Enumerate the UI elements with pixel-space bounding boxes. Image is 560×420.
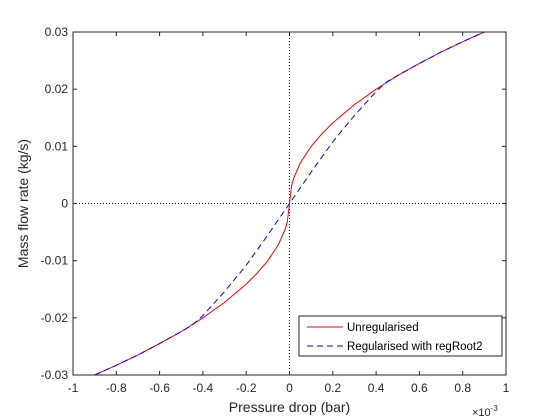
legend-entry-label: Unregularised: [347, 322, 419, 334]
y-tick-label: -0.03: [41, 368, 69, 382]
x-axis-exponent: ×10-3: [472, 404, 498, 419]
x-tick-label: 0.4: [368, 381, 385, 395]
y-tick-label: -0.02: [41, 311, 69, 325]
legend: Unregularised Regularised with regRoot2: [298, 315, 503, 357]
x-tick-label: 0.6: [411, 381, 428, 395]
series-line-regularised: [94, 31, 485, 376]
x-tick-label: 1: [503, 381, 510, 395]
x-tick-label: -0.4: [193, 381, 214, 395]
y-tick-label: 0.02: [45, 82, 69, 96]
y-axis-ticks: -0.03 -0.02 -0.01 0 0.01 0.02 0.03: [41, 25, 506, 382]
y-tick-label: 0.01: [45, 139, 69, 153]
x-tick-label: -0.8: [106, 381, 127, 395]
x-axis-multiplier-exponent: -3: [491, 404, 499, 413]
y-tick-label: -0.01: [41, 254, 69, 268]
x-tick-label: -1: [68, 381, 79, 395]
x-tick-label: 0: [286, 381, 293, 395]
series-layer: [94, 31, 485, 376]
x-axis-multiplier: ×10: [472, 407, 491, 419]
y-axis-label: Mass flow rate (kg/s): [15, 139, 31, 268]
x-tick-label: 0.2: [324, 381, 341, 395]
x-axis-ticks: -1 -0.8 -0.6 -0.4 -0.2 0 0.2 0.4 0.6 0.8 1: [68, 32, 510, 395]
x-tick-label: -0.2: [236, 381, 257, 395]
x-tick-label: -0.6: [149, 381, 170, 395]
x-axis-label: Pressure drop (bar): [229, 399, 350, 415]
y-tick-label: 0.03: [45, 25, 69, 39]
x-tick-label: 0.8: [454, 381, 471, 395]
legend-box: [298, 315, 503, 357]
legend-entry-label: Regularised with regRoot2: [347, 341, 483, 353]
y-tick-label: 0: [61, 197, 68, 211]
